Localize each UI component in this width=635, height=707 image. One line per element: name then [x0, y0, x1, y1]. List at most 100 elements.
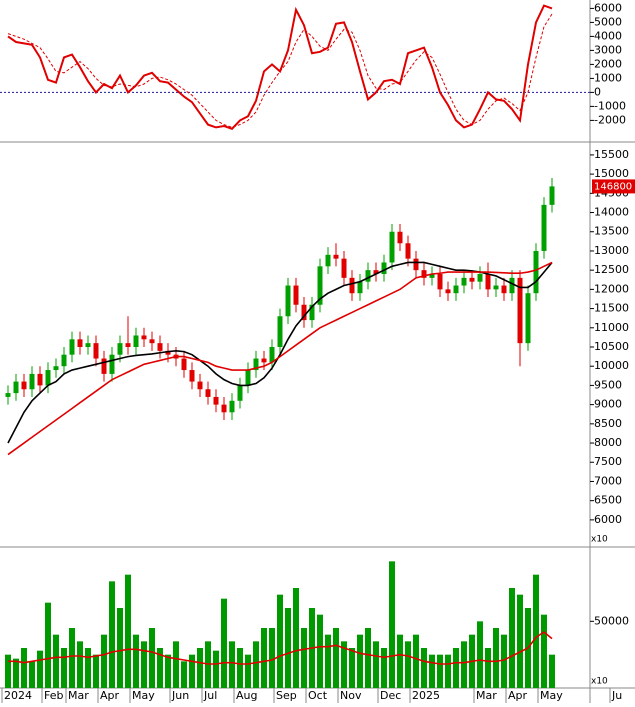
candle-body — [413, 258, 419, 271]
candle-body — [125, 343, 131, 347]
volume-bar — [101, 634, 107, 688]
candle-body — [533, 250, 539, 294]
volume-bar — [213, 650, 219, 688]
y-tick-label: 7000 — [594, 474, 622, 487]
volume-bar — [533, 574, 539, 688]
candle-body — [541, 204, 547, 251]
candle-body — [261, 358, 267, 363]
candle-body — [69, 339, 75, 355]
candle-body — [381, 262, 387, 275]
candle-body — [157, 343, 163, 351]
x-tick-label: May — [540, 689, 563, 702]
y-tick-label: 11000 — [594, 321, 629, 334]
volume-bar — [357, 634, 363, 688]
candle-body — [421, 270, 427, 278]
volume-bar — [397, 634, 403, 688]
volume-bar — [29, 661, 35, 688]
y-tick-label: 6500 — [594, 494, 622, 507]
volume-bar — [245, 654, 251, 688]
y-tick-label: 3000 — [594, 43, 622, 56]
volume-bar — [269, 628, 275, 688]
candle-body — [341, 258, 347, 278]
candle-body — [373, 270, 379, 275]
candle-body — [357, 281, 363, 294]
volume-bar — [85, 648, 91, 688]
volume-bar — [45, 602, 51, 688]
candle-body — [117, 343, 123, 355]
x-tick-label: Oct — [308, 689, 328, 702]
y-tick-label: 12000 — [594, 282, 629, 295]
y-tick-label: 13500 — [594, 225, 629, 238]
y-tick-label: 6000 — [594, 513, 622, 526]
y-tick-label: 7500 — [594, 455, 622, 468]
volume-bar — [173, 641, 179, 688]
candle-body — [365, 270, 371, 282]
volume-bar — [461, 641, 467, 688]
volume-bar — [301, 628, 307, 688]
candle-body — [453, 285, 459, 294]
candle-body — [269, 346, 275, 363]
y-tick-label: 6000 — [594, 1, 622, 14]
volume-bar — [485, 648, 491, 688]
volume-bar — [421, 648, 427, 688]
y-tick-label: 8500 — [594, 417, 622, 430]
candle-body — [389, 231, 395, 263]
volume-bar — [381, 648, 387, 688]
line-series — [7, 13, 553, 128]
x-tick-label: Apr — [100, 689, 120, 702]
candle-body — [93, 343, 99, 359]
x-tick-label: Feb — [44, 689, 63, 702]
candle-body — [149, 339, 155, 344]
candle-body — [469, 277, 475, 282]
volume-bar — [21, 648, 27, 688]
y-tick-label: 1000 — [594, 71, 622, 84]
volume-bar — [437, 654, 443, 688]
candle-body — [29, 373, 35, 390]
candle-body — [109, 354, 115, 374]
candle-body — [517, 277, 523, 344]
volume-bar — [413, 634, 419, 688]
candle-body — [237, 385, 243, 401]
y-tick-label: -2000 — [594, 113, 626, 126]
volume-bar — [109, 581, 115, 688]
candle-body — [333, 254, 339, 259]
line-series — [8, 631, 553, 665]
volume-bar — [429, 654, 435, 688]
x-tick-label: Mar — [476, 689, 497, 702]
candle-body — [277, 316, 283, 347]
volume-bar — [77, 641, 83, 688]
volume-bar — [189, 654, 195, 688]
candle-body — [213, 396, 219, 405]
candle-body — [229, 400, 235, 413]
candle-body — [493, 285, 499, 290]
volume-bar — [93, 654, 99, 688]
candle-body — [429, 274, 435, 278]
x-tick-label: 2024 — [4, 689, 32, 702]
y-tick-label: 9000 — [594, 398, 622, 411]
volume-bar — [341, 641, 347, 688]
unit-label: x10 — [591, 677, 608, 687]
volume-bar — [493, 628, 499, 688]
volume-bar — [181, 661, 187, 688]
candle-body — [85, 343, 91, 347]
candle-body — [53, 366, 59, 371]
candle-body — [445, 289, 451, 294]
volume-bar — [549, 654, 555, 688]
x-tick-label: Dec — [380, 689, 401, 702]
volume-bar — [453, 648, 459, 688]
y-tick-label: 4000 — [594, 29, 622, 42]
candle-body — [477, 274, 483, 282]
volume-bar — [53, 634, 59, 688]
candle-body — [293, 285, 299, 305]
volume-bar — [509, 588, 515, 688]
line-series — [7, 261, 553, 444]
volume-bar — [133, 634, 139, 688]
candle-body — [309, 304, 315, 321]
volume-bar — [445, 654, 451, 688]
x-tick-label: Nov — [340, 689, 362, 702]
y-tick-label: 12500 — [594, 263, 629, 276]
y-tick-label: 15500 — [594, 148, 629, 161]
volume-bar — [373, 641, 379, 688]
